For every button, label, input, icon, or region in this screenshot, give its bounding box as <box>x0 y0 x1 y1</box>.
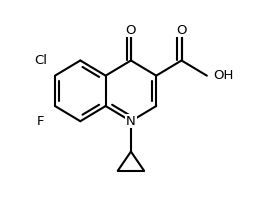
Text: N: N <box>126 115 136 128</box>
Text: O: O <box>176 24 187 37</box>
Text: Cl: Cl <box>34 54 47 67</box>
Text: F: F <box>37 115 44 128</box>
Text: O: O <box>126 24 136 37</box>
Text: OH: OH <box>213 69 233 82</box>
